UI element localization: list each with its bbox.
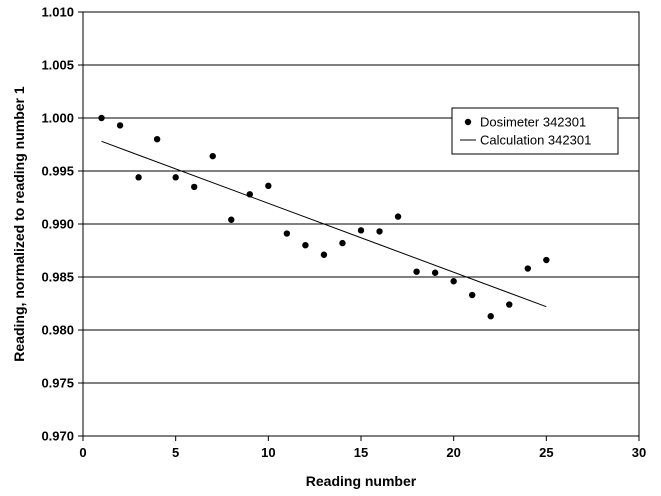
y-tick-label: 0.970 — [41, 429, 74, 444]
x-tick-label: 0 — [79, 445, 86, 460]
grid-lines — [83, 64, 639, 384]
data-point — [450, 278, 457, 285]
data-point — [487, 313, 494, 320]
legend-label-dosimeter: Dosimeter 342301 — [480, 115, 586, 130]
y-tick-label: 0.980 — [41, 323, 74, 338]
data-point — [172, 174, 179, 181]
y-tick-label: 0.975 — [41, 376, 74, 391]
data-point — [376, 228, 383, 235]
data-point — [153, 136, 161, 143]
data-point — [116, 122, 124, 129]
data-point — [135, 174, 142, 181]
data-point — [506, 301, 513, 308]
series-layer — [98, 114, 550, 320]
x-axis-ticks: 0 5 10 15 20 25 30 — [79, 436, 646, 460]
data-point — [469, 291, 476, 299]
y-tick-label: 1.005 — [41, 58, 74, 73]
x-tick-label: 20 — [446, 445, 460, 460]
legend-label-calculation: Calculation 342301 — [480, 133, 591, 148]
data-point — [524, 265, 531, 272]
y-tick-label: 0.995 — [41, 164, 74, 179]
calculation-line — [101, 140, 547, 308]
data-point — [228, 216, 235, 223]
data-point — [98, 114, 105, 122]
x-tick-label: 25 — [539, 445, 553, 460]
legend-marker-dosimeter — [464, 118, 472, 126]
data-point — [431, 269, 439, 276]
x-axis-label: Reading number — [306, 473, 417, 489]
data-point — [320, 251, 328, 258]
data-point — [543, 256, 550, 264]
y-tick-label: 0.990 — [41, 217, 74, 232]
x-tick-label: 5 — [172, 445, 179, 460]
data-point — [283, 230, 291, 237]
data-point — [302, 242, 309, 249]
legend: Dosimeter 342301 Calculation 342301 — [451, 107, 619, 155]
y-axis-ticks: 0.970 0.975 0.980 0.985 0.990 0.995 1.000 1.005… — [41, 5, 83, 444]
data-point — [209, 152, 216, 160]
legend-box — [451, 107, 619, 155]
data-point — [339, 239, 346, 247]
y-tick-label: 1.000 — [41, 111, 74, 126]
y-axis-label: Reading, normalized to reading number 1 — [11, 86, 27, 362]
y-tick-label: 0.985 — [41, 270, 74, 285]
data-point — [357, 227, 365, 234]
x-tick-label: 10 — [261, 445, 275, 460]
data-point — [265, 182, 272, 190]
x-tick-label: 30 — [632, 445, 646, 460]
data-point — [394, 213, 402, 220]
x-tick-label: 15 — [354, 445, 368, 460]
y-tick-label: 1.010 — [41, 5, 74, 20]
data-point — [413, 268, 420, 275]
data-point — [191, 183, 198, 191]
